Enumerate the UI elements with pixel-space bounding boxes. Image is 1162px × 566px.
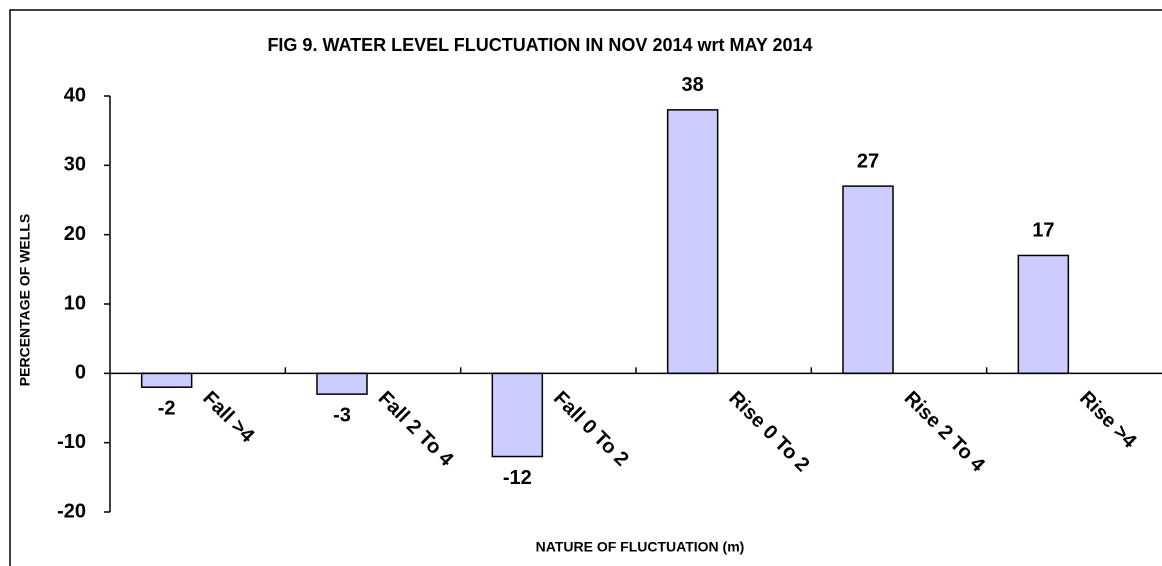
bar xyxy=(140,372,193,388)
chart-frame xyxy=(9,9,1162,566)
y-tick-label: 0 xyxy=(75,362,86,384)
bar xyxy=(666,109,719,375)
y-tick-label: 20 xyxy=(64,223,86,245)
y-tick-label: -20 xyxy=(57,500,86,522)
bar xyxy=(491,372,544,458)
bar xyxy=(842,185,894,375)
bar xyxy=(316,372,368,395)
x-axis-label: NATURE OF FLUCTUATION (m) xyxy=(536,539,745,555)
y-tick-label: 10 xyxy=(64,292,86,314)
y-tick-label: -10 xyxy=(57,431,86,453)
value-label: 27 xyxy=(857,150,879,172)
bar xyxy=(1017,254,1070,375)
value-label: 38 xyxy=(682,74,704,96)
value-label: 17 xyxy=(1032,220,1054,242)
y-axis-label: PERCENTAGE OF WELLS xyxy=(17,214,33,386)
chart-title: FIG 9. WATER LEVEL FLUCTUATION IN NOV 20… xyxy=(267,35,812,55)
y-tick-label: 30 xyxy=(64,154,86,176)
value-label: -3 xyxy=(333,404,351,426)
value-label: -12 xyxy=(503,467,532,489)
value-label: -2 xyxy=(158,397,176,419)
y-tick-label: 40 xyxy=(64,84,86,106)
